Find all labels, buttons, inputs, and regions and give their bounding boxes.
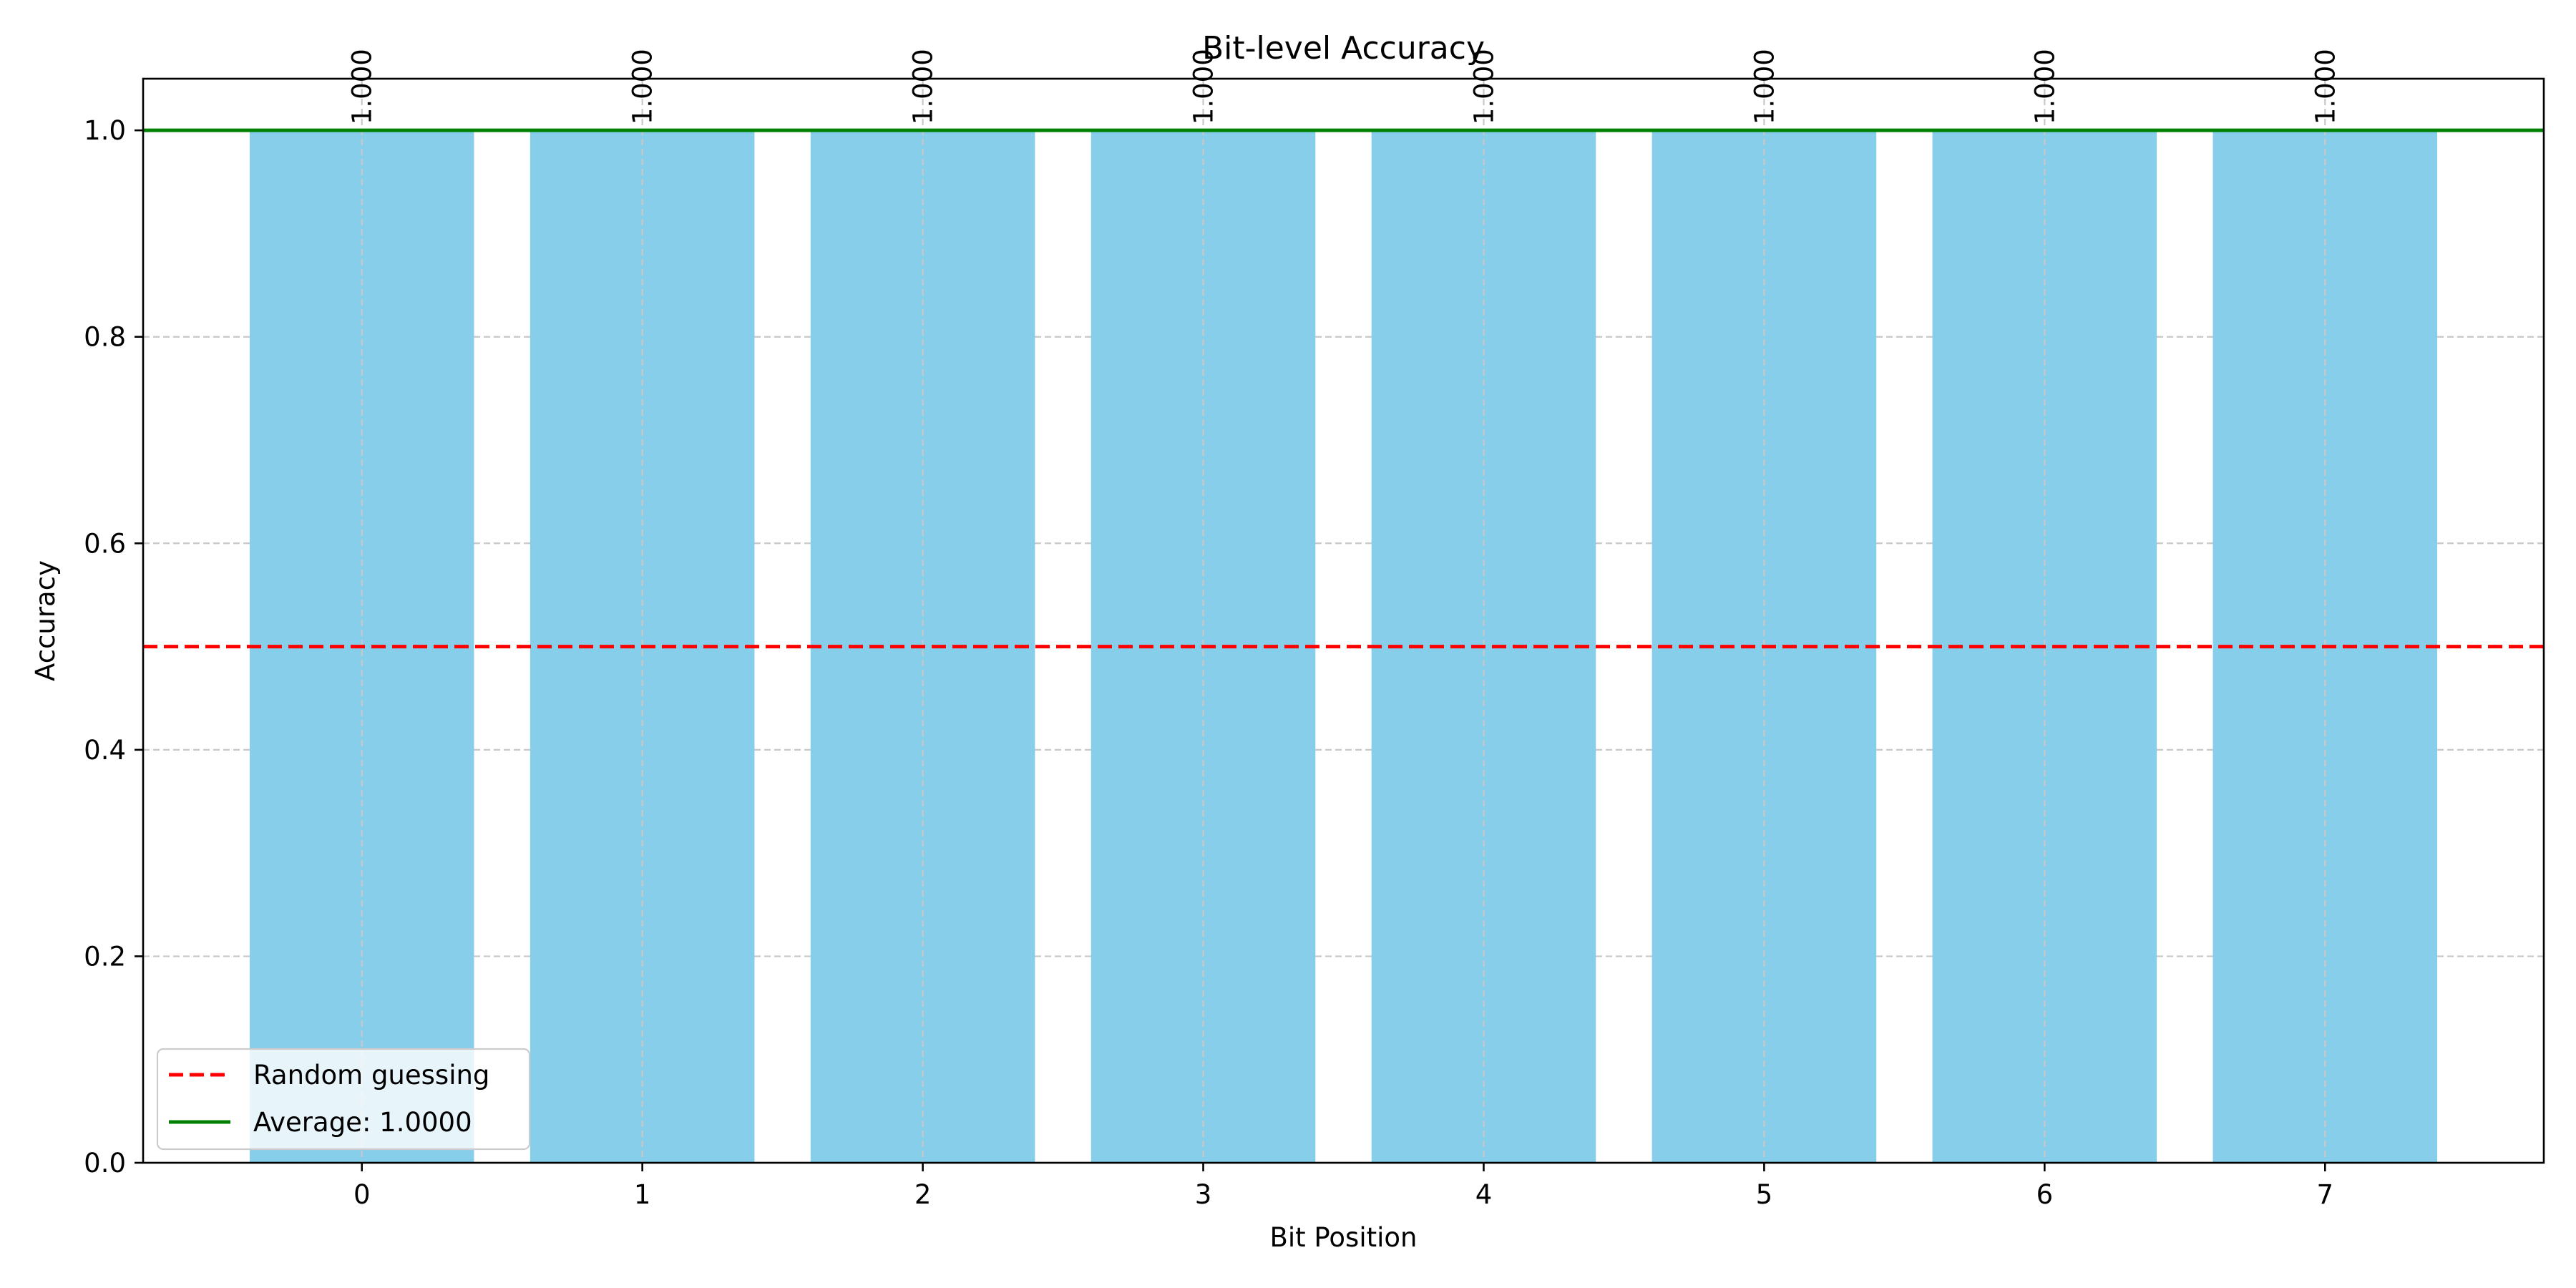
- y-tick-label: 0.6: [84, 528, 126, 559]
- chart-title: Bit-level Accuracy: [1202, 30, 1485, 67]
- y-axis-label: Accuracy: [30, 560, 61, 681]
- x-tick-label: 7: [2317, 1179, 2334, 1210]
- x-tick-label: 2: [914, 1179, 932, 1210]
- y-tick-label: 1.0: [84, 115, 126, 146]
- x-tick-label: 4: [1475, 1179, 1493, 1210]
- data-label: 1.000: [1468, 49, 1499, 125]
- x-tick-label: 5: [1756, 1179, 1773, 1210]
- data-label: 1.000: [347, 49, 378, 125]
- legend-entry: Average: 1.0000: [253, 1107, 472, 1138]
- data-label: 1.000: [2029, 49, 2060, 125]
- legend: Random guessing Average: 1.0000: [156, 1048, 531, 1151]
- legend-entry: Random guessing: [253, 1060, 489, 1091]
- y-tick-label: 0.0: [84, 1148, 126, 1179]
- y-tick-label: 0.2: [84, 941, 126, 972]
- data-label: 1.000: [628, 49, 658, 125]
- x-tick-label: 0: [353, 1179, 371, 1210]
- y-tick-label: 0.4: [84, 735, 126, 766]
- data-label: 1.000: [2310, 49, 2341, 125]
- x-tick-label: 1: [634, 1179, 651, 1210]
- x-tick-label: 6: [2036, 1179, 2054, 1210]
- data-label: 1.000: [1189, 49, 1219, 125]
- plot-area: 0.0 0.2 0.4 0.6 0.8 1.0 0 1 2 3 4 5 6 7 1.000 1.000 1.00…: [84, 49, 2545, 1210]
- data-label: 1.000: [908, 49, 939, 125]
- legend-box: [156, 1048, 531, 1151]
- data-label: 1.000: [1749, 49, 1780, 125]
- y-tick-label: 0.8: [84, 322, 126, 353]
- axes-frame: [142, 77, 2545, 1164]
- x-tick-label: 3: [1195, 1179, 1212, 1210]
- x-axis-label: Bit Position: [1270, 1222, 1418, 1253]
